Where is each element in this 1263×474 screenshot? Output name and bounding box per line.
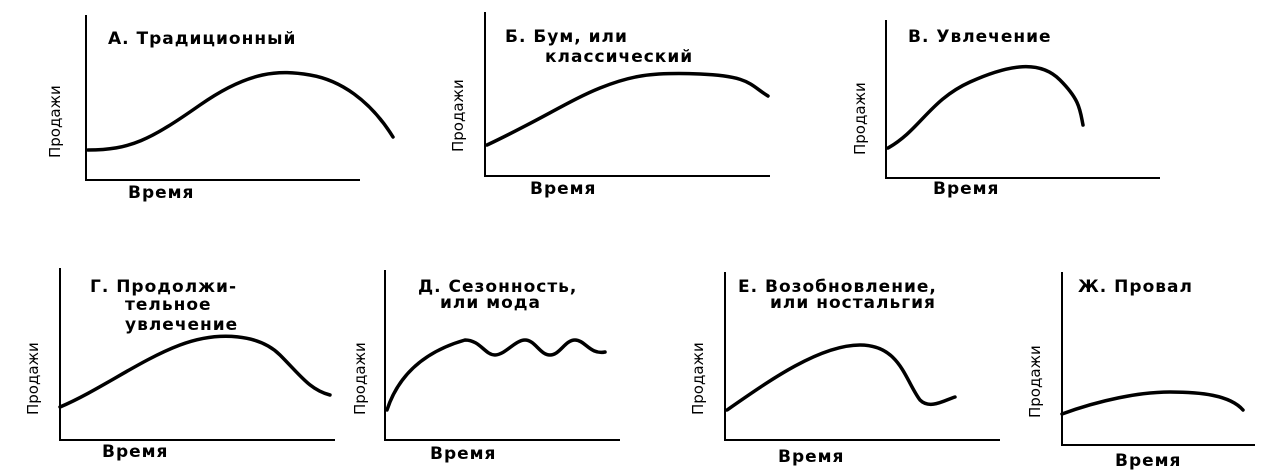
panel-title: Ж. Провал [1078,277,1193,297]
panel: Ж. Провал Продажи Время [1026,272,1255,471]
y-label: Продажи [1026,345,1044,418]
x-label: Время [128,183,194,203]
x-label: Время [778,447,844,467]
panel-title: или мода [440,293,541,313]
x-label: Время [1115,451,1181,471]
x-label: Время [933,179,999,199]
panel: Б. Бум, или классический Продажи Время [449,12,770,199]
axes [59,268,335,441]
panel-title: Г. Продолжи- [90,277,237,297]
axes [724,272,1000,441]
axes [1061,272,1255,446]
axes [384,270,620,441]
panel-title: В. Увлечение [908,27,1052,47]
y-label: Продажи [851,82,869,155]
y-label: Продажи [449,79,467,152]
panel-title: увлечение [125,315,238,335]
panel-title: А. Традиционный [108,29,296,49]
y-label: Продажи [351,342,369,415]
axes [85,15,360,181]
y-label: Продажи [46,85,64,158]
panel-title: классический [545,47,693,67]
curve [86,70,395,152]
panel-title: Б. Бум, или [505,27,628,47]
panel: Д. Сезонность, или мода Продажи Время [351,270,620,464]
curve [725,343,957,412]
curve [385,338,607,412]
panel: А. Традиционный Продажи Время [46,15,395,203]
y-label: Продажи [24,342,42,415]
y-label: Продажи [689,342,707,415]
x-label: Время [530,179,596,199]
axes [885,20,1160,179]
panel: В. Увлечение Продажи Время [851,20,1160,199]
panel-title: тельное [125,295,212,315]
panel-title: Д. Сезонность, [418,277,577,297]
x-label: Время [430,444,496,464]
panel-title: или ностальгия [770,293,936,313]
curve [58,334,332,409]
panel: Е. Возобновление, или ностальгия Продажи… [689,272,1000,467]
curve [485,71,770,147]
panel-title: Е. Возобновление, [738,277,937,297]
curve [1060,390,1245,416]
panel: Г. Продолжи- тельное увлечение Продажи В… [24,268,335,462]
x-label: Время [102,442,168,462]
axes [484,12,770,177]
curve [886,64,1085,150]
